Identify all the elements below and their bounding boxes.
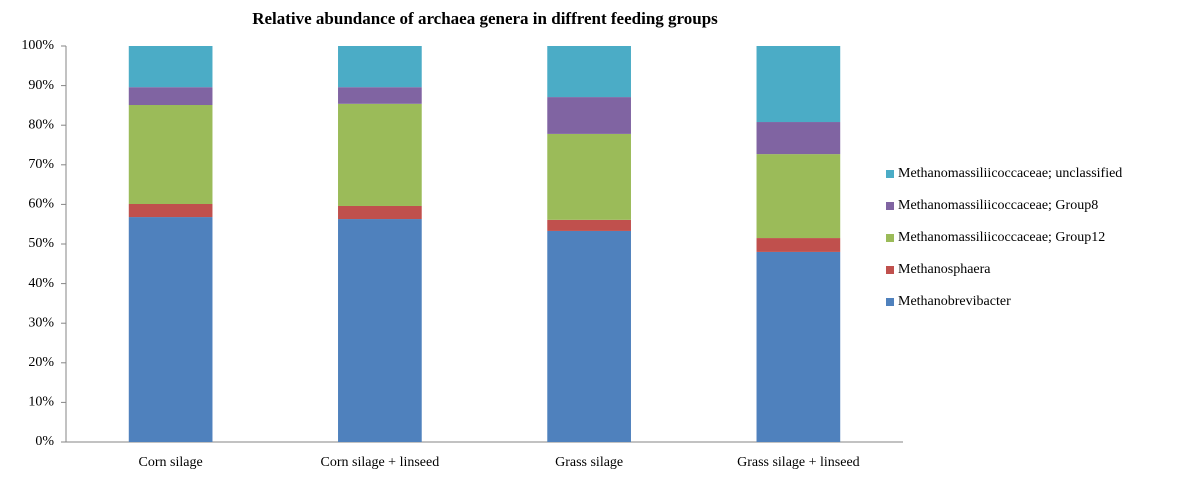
bar-segment [128,87,213,106]
y-tick-label: 90% [28,78,54,93]
y-tick-label: 60% [28,197,54,212]
bar-segment [547,97,631,134]
legend-label: Methanomassiliicoccaceae; unclassified [898,166,1122,181]
legend-label: Methanomassiliicoccaceae; Group12 [898,230,1105,245]
bar-segment [338,219,422,442]
y-tick-label: 10% [28,395,54,410]
y-tick-label: 50% [28,236,54,251]
y-tick-label: 0% [35,434,54,449]
bar-segment [338,205,422,220]
legend-label: Methanobrevibacter [898,294,1011,309]
bar-segment [547,219,631,231]
y-tick-label: 70% [28,157,54,172]
bar-segment [756,46,841,123]
chart-title: Relative abundance of archaea genera in … [252,9,718,28]
legend-swatch [886,170,894,178]
x-tick-label: Grass silage + linseed [737,455,860,470]
y-tick-label: 30% [28,315,54,330]
bar-segment [547,46,631,98]
x-tick-label: Corn silage + linseed [321,455,440,470]
legend-swatch [886,234,894,242]
bar-segment [756,238,841,252]
legend-swatch [886,298,894,306]
legend-swatch [886,266,894,274]
bar-segment [547,230,631,442]
bar-segment [338,46,422,88]
bar-segment [128,204,213,218]
x-tick-label: Grass silage [555,455,623,470]
bar-segment [338,87,422,104]
bar-segment [756,154,841,239]
y-tick-label: 100% [21,38,54,53]
legend-label: Methanosphaera [898,262,991,277]
legend-swatch [886,202,894,210]
y-tick-label: 20% [28,355,54,370]
bar-segment [128,217,213,442]
y-tick-label: 40% [28,276,54,291]
y-tick-label: 80% [28,117,54,132]
legend-label: Methanomassiliicoccaceae; Group8 [898,198,1098,213]
bar-segment [128,46,213,88]
bar-segment [756,251,841,442]
bar-segment [756,122,841,155]
bar-segment [547,133,631,220]
x-tick-label: Corn silage [139,455,203,470]
bar-segment [128,105,213,205]
bar-segment [338,103,422,206]
